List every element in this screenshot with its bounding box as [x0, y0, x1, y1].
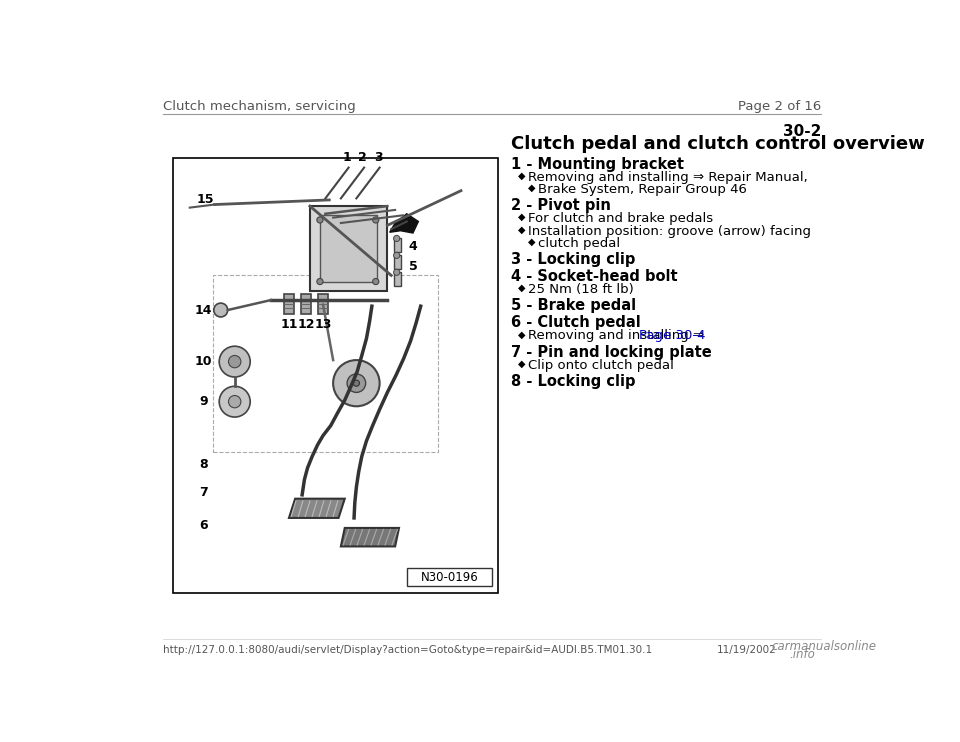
Text: ◆: ◆: [518, 358, 526, 369]
Bar: [283, 294, 295, 314]
Text: ◆: ◆: [518, 225, 526, 234]
Text: Page 30-4: Page 30-4: [639, 329, 706, 342]
Text: Clutch pedal and clutch control overview: Clutch pedal and clutch control overview: [512, 135, 925, 154]
Text: 11: 11: [280, 318, 298, 332]
Text: 5: 5: [409, 260, 418, 272]
Text: clutch pedal: clutch pedal: [539, 237, 620, 250]
Text: Clip onto clutch pedal: Clip onto clutch pedal: [528, 358, 674, 372]
Text: 15: 15: [197, 194, 214, 206]
Text: 9: 9: [200, 395, 208, 408]
Text: 7 - Pin and locking plate: 7 - Pin and locking plate: [512, 345, 712, 360]
Bar: [394, 255, 400, 269]
Circle shape: [317, 278, 324, 285]
Text: 1 - Mounting bracket: 1 - Mounting bracket: [512, 157, 684, 172]
Bar: [300, 294, 311, 314]
Text: 25 Nm (18 ft lb): 25 Nm (18 ft lb): [528, 283, 635, 296]
Text: ◆: ◆: [518, 329, 526, 339]
Text: 4 - Socket-head bolt: 4 - Socket-head bolt: [512, 269, 678, 284]
Circle shape: [348, 374, 366, 393]
Text: Page 2 of 16: Page 2 of 16: [738, 100, 822, 113]
Text: ◆: ◆: [528, 237, 536, 247]
Circle shape: [317, 217, 324, 223]
Polygon shape: [390, 214, 419, 233]
Bar: [407, 568, 492, 586]
Polygon shape: [289, 499, 345, 518]
Text: 8: 8: [200, 458, 208, 470]
Text: 4: 4: [409, 240, 418, 252]
Text: For clutch and brake pedals: For clutch and brake pedals: [528, 212, 713, 226]
Circle shape: [214, 303, 228, 317]
Bar: [320, 215, 377, 281]
Text: 7: 7: [200, 486, 208, 499]
Text: Installation position: groove (arrow) facing: Installation position: groove (arrow) fa…: [528, 225, 811, 237]
Text: Clutch mechanism, servicing: Clutch mechanism, servicing: [162, 100, 355, 113]
Bar: [394, 238, 400, 252]
Text: 30-2: 30-2: [783, 124, 822, 139]
Circle shape: [372, 278, 379, 285]
Text: Brake System, Repair Group 46: Brake System, Repair Group 46: [539, 183, 748, 196]
Bar: [394, 272, 400, 286]
Text: 11/19/2002: 11/19/2002: [717, 645, 777, 654]
Bar: [318, 294, 328, 314]
Text: 2: 2: [358, 151, 367, 164]
Circle shape: [219, 387, 251, 417]
Text: 14: 14: [195, 303, 212, 317]
Text: 2 - Pivot pin: 2 - Pivot pin: [512, 198, 612, 214]
Bar: [310, 206, 388, 291]
Circle shape: [228, 355, 241, 368]
Text: 13: 13: [314, 318, 332, 332]
Text: ◆: ◆: [518, 171, 526, 180]
Polygon shape: [341, 528, 399, 546]
Text: Removing and installing ⇒ Repair Manual,: Removing and installing ⇒ Repair Manual,: [528, 171, 808, 184]
Circle shape: [394, 269, 399, 275]
Text: .info: .info: [789, 648, 815, 660]
Text: carmanualsonline: carmanualsonline: [771, 640, 876, 653]
Text: 12: 12: [298, 318, 315, 332]
Text: 6 - Clutch pedal: 6 - Clutch pedal: [512, 315, 641, 330]
Text: ◆: ◆: [528, 183, 536, 193]
Circle shape: [219, 347, 251, 377]
Text: 6: 6: [200, 519, 208, 532]
Circle shape: [372, 217, 379, 223]
Text: http://127.0.0.1:8080/audi/servlet/Display?action=Goto&type=repair&id=AUDI.B5.TM: http://127.0.0.1:8080/audi/servlet/Displ…: [162, 645, 652, 654]
Circle shape: [353, 380, 359, 387]
Text: N30-0196: N30-0196: [420, 571, 478, 584]
Bar: [173, 157, 498, 593]
Text: 8 - Locking clip: 8 - Locking clip: [512, 374, 636, 389]
Text: 10: 10: [195, 355, 212, 368]
Bar: [213, 275, 438, 453]
Text: Removing and installing ⇒: Removing and installing ⇒: [528, 329, 708, 342]
Text: ◆: ◆: [518, 212, 526, 223]
Text: 3 - Locking clip: 3 - Locking clip: [512, 252, 636, 267]
Circle shape: [228, 395, 241, 408]
Text: ◆: ◆: [518, 283, 526, 293]
Circle shape: [333, 360, 379, 407]
Circle shape: [394, 252, 399, 258]
Circle shape: [394, 235, 399, 241]
Text: 1: 1: [343, 151, 351, 164]
Text: 5 - Brake pedal: 5 - Brake pedal: [512, 298, 636, 313]
Text: 3: 3: [373, 151, 382, 164]
